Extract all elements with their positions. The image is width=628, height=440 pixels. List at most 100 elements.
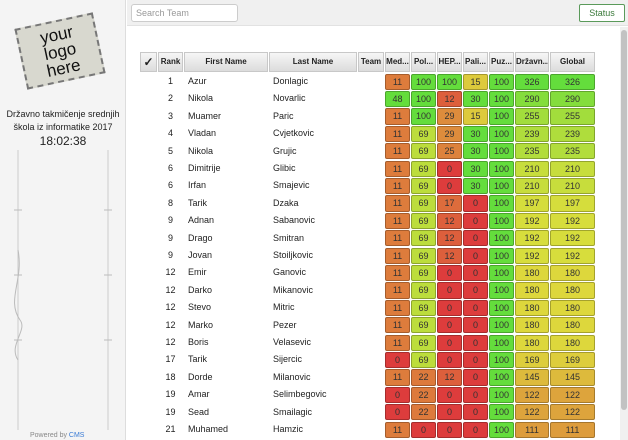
last-name: Glibic [273,163,296,173]
first-name: Muamer [188,110,222,121]
task-score: 0 [437,299,462,317]
last-name: Velasevic [273,337,312,347]
global-score: 290 [550,90,595,108]
last-name: Novarlic [273,93,306,104]
task-score: 180 [515,299,549,317]
task-score: 0 [463,334,488,351]
task-score: 100 [489,369,514,386]
task-score: 0 [411,421,436,438]
clock: 18:02:38 [39,134,87,148]
task-score: 69 [411,160,436,177]
rank: 12 [165,302,176,313]
task-score: 210 [515,160,549,177]
task-score: 100 [489,404,514,421]
task-score: 100 [489,73,514,90]
first-name: Emir [188,267,207,278]
task-score: 197 [515,195,549,212]
footer: Powered by CMS [30,432,84,439]
task-score: 145 [515,369,549,386]
scrollbar-thumb[interactable] [621,30,627,410]
last-name: Selimbegovic [273,389,327,400]
last-name: Pezer [273,319,297,330]
global-score: 210 [550,160,595,177]
task-score: 29 [437,108,462,125]
task-score: 29 [437,125,462,143]
global-score: 180 [550,282,595,299]
last-name: Paric [273,110,294,121]
task-score: 122 [515,386,549,404]
task-score: 11 [385,212,410,230]
task-score: 69 [411,125,436,143]
task-score: 100 [489,421,514,438]
task-score: 11 [385,143,410,160]
column-header[interactable]: Državn... [515,52,549,72]
last-name: Ganovic [273,267,307,278]
column-header[interactable]: Last Name [269,52,357,72]
task-score: 0 [437,317,462,334]
task-score: 12 [437,369,462,386]
task-score: 290 [515,90,549,108]
global-score: 122 [550,386,595,404]
task-score: 30 [463,177,488,195]
task-score: 69 [411,334,436,351]
global-score: 235 [550,143,595,160]
column-header[interactable]: First Name [184,52,268,72]
status-button[interactable]: Status [579,4,625,22]
first-name: Tarik [188,354,208,365]
task-score: 0 [463,264,488,282]
task-score: 0 [463,317,488,334]
task-score: 100 [411,73,436,90]
rank: 6 [167,163,173,173]
column-header[interactable]: Team [358,52,384,72]
task-score: 11 [385,282,410,299]
rank: 9 [167,215,173,226]
task-score: 11 [385,247,410,264]
last-name: Dzaka [273,197,299,208]
first-name: Dimitrije [188,163,221,173]
rank: 6 [167,180,173,191]
last-name: Milanovic [273,371,311,382]
column-header[interactable]: Pali... [463,52,488,72]
column-header[interactable]: Rank [158,52,183,72]
task-score: 169 [515,351,549,369]
last-name: Donlagic [273,76,309,86]
global-score: 145 [550,369,595,386]
task-score: 0 [437,386,462,404]
task-score: 0 [385,404,410,421]
rank: 2 [167,93,173,104]
rank: 12 [165,284,176,295]
task-score: 100 [489,282,514,299]
task-score: 69 [411,177,436,195]
task-score: 100 [489,317,514,334]
task-score: 100 [489,108,514,125]
global-score: 326 [550,73,595,90]
column-header[interactable]: Global [550,52,595,72]
rank: 21 [165,424,176,434]
rank: 18 [165,371,176,382]
search-input[interactable]: Search Team [131,4,238,22]
rank: 12 [165,319,176,330]
task-score: 235 [515,143,549,160]
rank: 4 [167,128,173,139]
rank: 19 [165,406,176,417]
task-score: 15 [463,73,488,90]
cms-link[interactable]: CMS [68,432,85,439]
column-header[interactable]: Med... [385,52,410,72]
column-header[interactable]: Puz... [489,52,514,72]
column-header[interactable]: HEP... [437,52,462,72]
global-score: 192 [550,230,595,247]
task-score: 111 [515,421,549,438]
task-score: 48 [385,90,410,108]
global-score: 122 [550,404,595,421]
task-score: 69 [411,351,436,369]
first-name: Boris [188,337,209,347]
first-name: Marko [188,319,214,330]
task-score: 30 [463,160,488,177]
first-name: Adnan [188,215,215,226]
column-header[interactable]: Pol... [411,52,436,72]
global-score: 239 [550,125,595,143]
rank: 3 [167,110,173,121]
task-score: 11 [385,73,410,90]
last-name: Smitran [273,232,305,243]
task-score: 12 [437,90,462,108]
